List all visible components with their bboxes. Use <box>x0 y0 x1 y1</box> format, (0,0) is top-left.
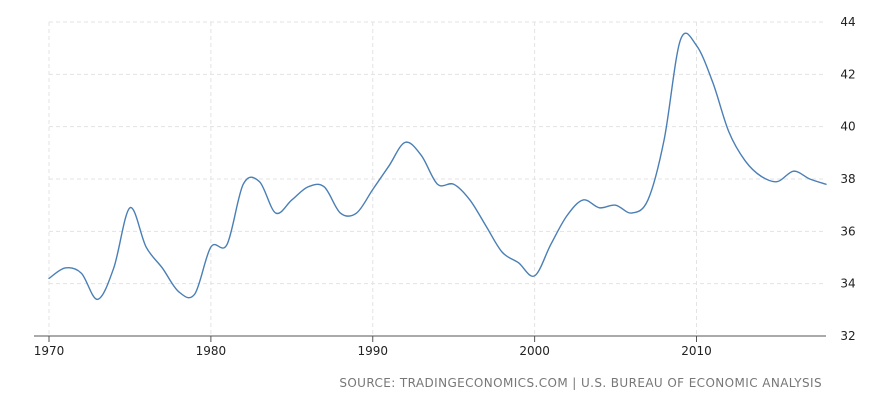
y-tick-label: 44 <box>840 15 855 29</box>
series-layer <box>48 32 827 301</box>
y-tick-label: 36 <box>840 224 855 238</box>
y-tick-label: 42 <box>840 67 855 81</box>
x-axis <box>34 335 826 342</box>
x-tick-label: 1980 <box>196 344 227 358</box>
x-tick-label: 2000 <box>519 344 550 358</box>
y-tick-label: 40 <box>840 120 855 134</box>
x-tick-labels: 1970 1980 1990 2000 2010 <box>34 344 712 358</box>
y-tick-label: 38 <box>840 172 855 186</box>
y-tick-label: 34 <box>840 277 855 291</box>
x-tick-label: 1990 <box>357 344 388 358</box>
x-tick-label: 1970 <box>34 344 65 358</box>
x-tick-label: 2010 <box>681 344 712 358</box>
y-tick-label: 32 <box>840 329 855 343</box>
source-note: SOURCE: TRADINGECONOMICS.COM | U.S. BURE… <box>339 376 822 390</box>
series-line <box>48 32 827 301</box>
grid <box>48 21 826 336</box>
y-tick-labels: 32 34 36 38 40 42 44 <box>840 15 855 343</box>
